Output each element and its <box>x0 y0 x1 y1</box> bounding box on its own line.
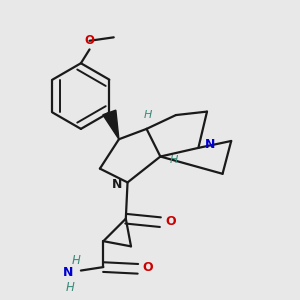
Text: O: O <box>165 214 176 228</box>
Text: H: H <box>66 281 75 294</box>
Text: N: N <box>112 178 122 191</box>
Text: H: H <box>144 110 152 120</box>
Text: N: N <box>63 266 73 280</box>
Polygon shape <box>103 110 119 139</box>
Text: H: H <box>170 155 178 165</box>
Text: O: O <box>143 261 153 274</box>
Text: H: H <box>71 254 80 267</box>
Text: O: O <box>85 34 94 47</box>
Text: N: N <box>205 138 215 151</box>
